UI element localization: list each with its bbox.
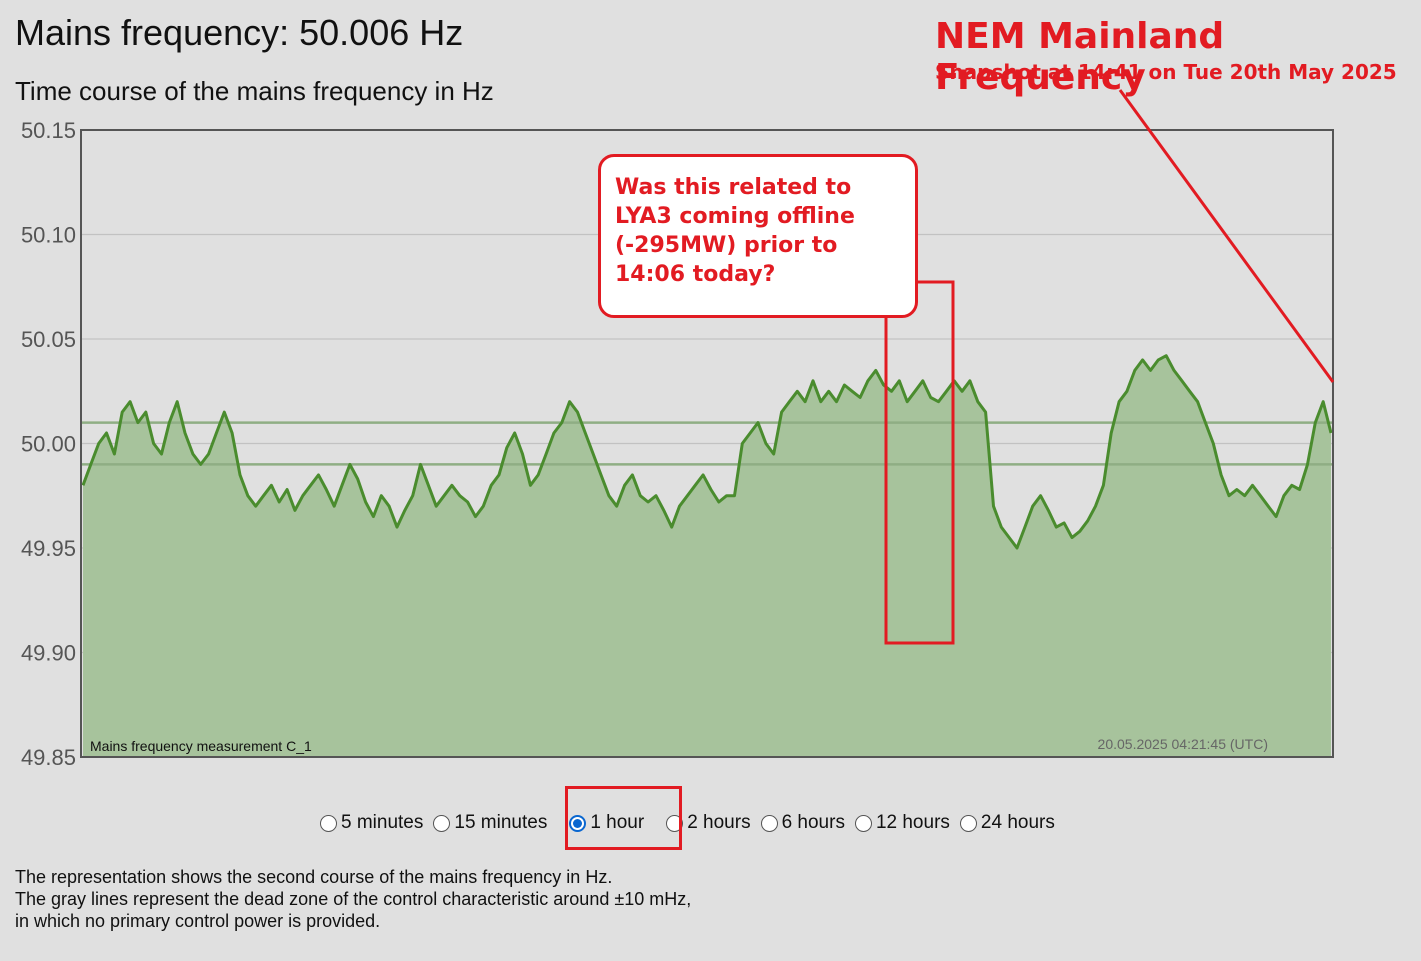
radio-button[interactable] bbox=[959, 814, 977, 832]
range-option-24-hours[interactable]: 24 hours bbox=[959, 812, 1055, 834]
series-label: Mains frequency measurement C_1 bbox=[90, 738, 312, 754]
frequency-area-fill bbox=[83, 355, 1331, 757]
chart-heading: Time course of the mains frequency in Hz bbox=[15, 76, 494, 106]
radio-button[interactable] bbox=[760, 814, 778, 832]
radio-button[interactable] bbox=[854, 814, 872, 832]
radio-button[interactable] bbox=[666, 814, 684, 832]
chart-timestamp: 20.05.2025 04:21:45 (UTC) bbox=[1098, 736, 1268, 752]
description-line: in which no primary control power is pro… bbox=[15, 911, 381, 931]
y-tick-label: 50.05 bbox=[21, 327, 76, 352]
range-option-6-hours[interactable]: 6 hours bbox=[760, 812, 845, 834]
radio-button[interactable] bbox=[320, 814, 337, 832]
range-option-label: 24 hours bbox=[980, 812, 1055, 833]
range-option-12-hours[interactable]: 12 hours bbox=[854, 812, 950, 834]
y-tick-label: 50.15 bbox=[21, 118, 76, 143]
range-option-label: 15 minutes bbox=[454, 812, 548, 833]
description-line: The gray lines represent the dead zone o… bbox=[15, 889, 692, 909]
annotation-callout: Was this related to LYA3 coming offline … bbox=[598, 154, 918, 318]
chart-description: The representation shows the second cour… bbox=[15, 866, 691, 932]
radio-button-selected[interactable] bbox=[569, 814, 587, 832]
callout-line: Was this related to bbox=[615, 175, 852, 200]
range-option-label: 12 hours bbox=[875, 812, 950, 833]
time-range-selector: 5 minutes 15 minutes 1 hour 2 hours 6 ho… bbox=[320, 812, 1065, 834]
range-option-label: 6 hours bbox=[781, 812, 845, 833]
range-option-5-minutes[interactable]: 5 minutes bbox=[320, 812, 423, 834]
y-tick-label: 49.90 bbox=[21, 641, 76, 666]
radio-button[interactable] bbox=[433, 814, 451, 832]
y-tick-label: 50.10 bbox=[21, 223, 76, 248]
highlight-drop-box bbox=[884, 280, 955, 645]
y-tick-label: 50.00 bbox=[21, 432, 76, 457]
highlight-selected-range-box bbox=[565, 786, 682, 850]
callout-line: 14:06 today? bbox=[615, 262, 776, 287]
y-tick-label: 49.95 bbox=[21, 536, 76, 561]
page-title: Mains frequency: 50.006 Hz bbox=[15, 12, 464, 53]
callout-line: LYA3 coming offline bbox=[615, 204, 855, 229]
range-option-label: 1 hour bbox=[590, 812, 645, 833]
range-option-15-minutes[interactable]: 15 minutes bbox=[433, 812, 547, 834]
range-option-1-hour[interactable]: 1 hour bbox=[569, 812, 644, 834]
description-line: The representation shows the second cour… bbox=[15, 867, 613, 887]
frequency-series-line bbox=[81, 354, 1333, 550]
range-option-label: 2 hours bbox=[687, 812, 751, 833]
annotation-pointer-line bbox=[1118, 89, 1335, 383]
callout-line: (-295MW) prior to bbox=[615, 233, 838, 258]
plot-frame bbox=[80, 129, 1334, 758]
range-option-2-hours[interactable]: 2 hours bbox=[666, 812, 751, 834]
range-option-label: 5 minutes bbox=[341, 812, 424, 833]
annotation-title: NEM Mainland Frequency bbox=[935, 16, 1225, 98]
annotation-subtitle: Snapshot at 14:41 on Tue 20th May 2025 bbox=[935, 60, 1397, 84]
y-tick-label: 49.85 bbox=[21, 745, 76, 770]
